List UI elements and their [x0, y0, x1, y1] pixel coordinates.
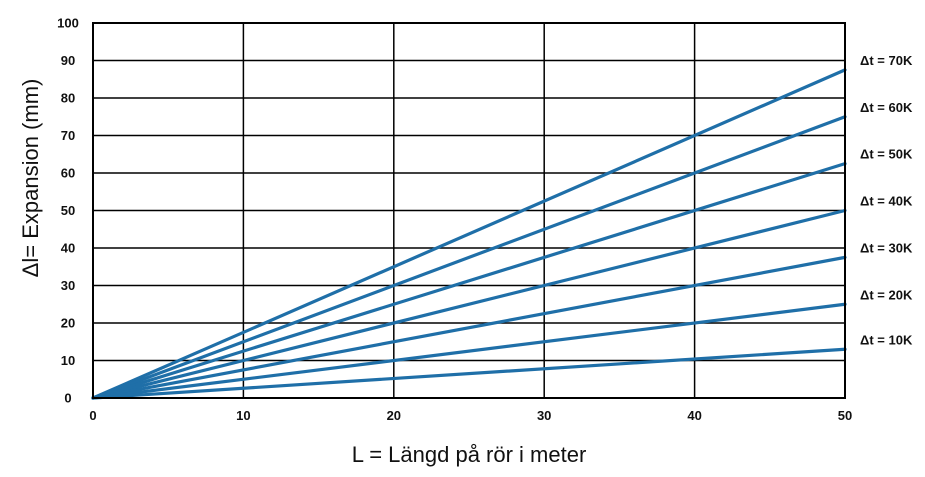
x-tick-label: 40	[687, 408, 701, 423]
y-tick-label: 80	[61, 91, 75, 106]
y-axis-title: Δl= Expansion (mm)	[18, 79, 43, 278]
y-tick-label: 30	[61, 278, 75, 293]
y-tick-label: 40	[61, 241, 75, 256]
series-layer	[91, 68, 847, 400]
legend-layer: Δt = 70K Δt = 60K Δt = 50K Δt = 40K Δt = 30K…	[860, 53, 913, 347]
series-label: Δt = 70K	[860, 53, 913, 68]
series-line	[91, 255, 847, 400]
y-tick-label: 20	[61, 316, 75, 331]
y-tick-label: 50	[61, 203, 75, 218]
series-label: Δt = 40K	[860, 194, 913, 209]
series-label: Δt = 10K	[860, 332, 913, 347]
series-line	[91, 162, 847, 400]
x-tick-label: 0	[89, 408, 96, 423]
grid-layer	[92, 22, 846, 399]
series-line	[91, 115, 847, 400]
x-tick-label: 50	[838, 408, 852, 423]
y-tick-label: 100	[57, 16, 79, 31]
y-tick-label: 60	[61, 166, 75, 181]
series-line	[91, 208, 847, 400]
x-tick-label: 30	[537, 408, 551, 423]
y-tick-label: 0	[64, 391, 71, 406]
series-line	[91, 347, 847, 400]
series-label: Δt = 50K	[860, 147, 913, 162]
series-label: Δt = 30K	[860, 240, 913, 255]
plot-frame	[92, 22, 846, 399]
series-label: Δt = 60K	[860, 100, 913, 115]
series-label: Δt = 20K	[860, 287, 913, 302]
series-line	[91, 302, 847, 400]
x-tick-label: 10	[236, 408, 250, 423]
y-tick-label: 90	[61, 53, 75, 68]
y-tick-label: 10	[61, 353, 75, 368]
series-line	[91, 68, 847, 400]
y-tick-label: 70	[61, 128, 75, 143]
x-axis-title: L = Längd på rör i meter	[352, 442, 587, 467]
tick-layer: 0 10 20 30 40 50 60 70 80 90 100 0 10 20 30 40 50	[57, 16, 852, 424]
x-tick-label: 20	[387, 408, 401, 423]
frame-layer	[92, 22, 846, 399]
